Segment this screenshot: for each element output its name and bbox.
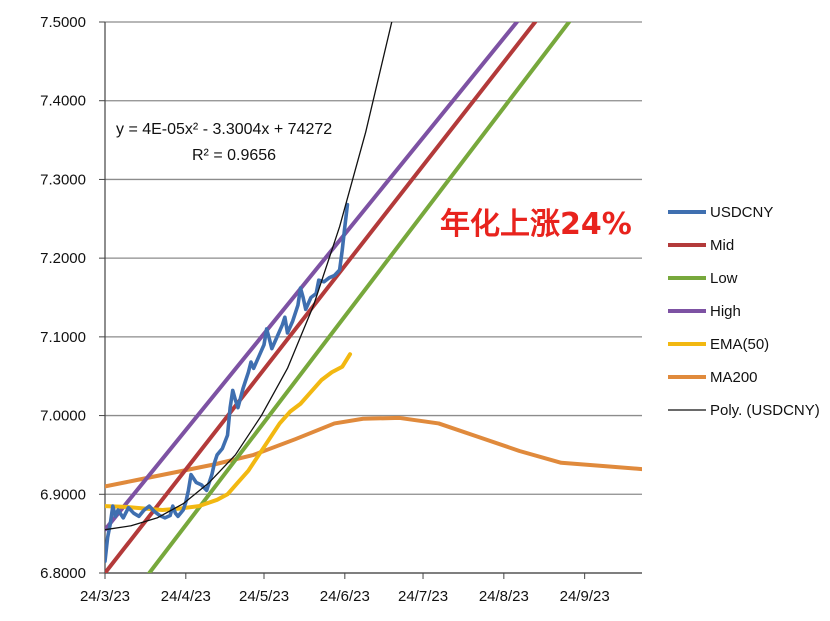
annotation-annualized-rise: 年化上涨24% bbox=[440, 207, 632, 242]
series-line-mid bbox=[105, 22, 538, 573]
legend-label-mid: Mid bbox=[710, 237, 734, 254]
series-line-poly-usdcny bbox=[105, 22, 393, 531]
legend-label-usdcny: USDCNY bbox=[710, 204, 773, 221]
y-tick-label: 7.5000 bbox=[40, 14, 86, 31]
legend-label-low: Low bbox=[710, 270, 738, 287]
legend: USDCNY Mid Low High EMA(50) MA200 Poly. (USDCN… bbox=[668, 204, 820, 419]
axes bbox=[104, 22, 642, 574]
y-tick-label: 7.0000 bbox=[40, 408, 86, 425]
series-line-high bbox=[105, 22, 519, 532]
legend-label-ma200: MA200 bbox=[710, 369, 758, 386]
trendline-equation: y = 4E-05x² - 3.3004x + 74272 bbox=[116, 121, 332, 138]
x-tick-label: 24/5/23 bbox=[239, 588, 289, 605]
legend-label-poly-usdcny: Poly. (USDCNY) bbox=[710, 402, 820, 419]
series-line-low bbox=[147, 22, 572, 573]
y-axis-tick-labels: 6.8000 6.9000 7.0000 7.1000 7.2000 7.3000 7.40… bbox=[40, 14, 86, 582]
trendline-r-squared: R² = 0.9656 bbox=[192, 147, 276, 164]
x-tick-label: 24/6/23 bbox=[320, 588, 370, 605]
x-axis-tick-labels: 24/3/23 24/4/23 24/5/23 24/6/23 24/7/23 24/8/… bbox=[80, 573, 610, 605]
x-tick-label: 24/4/23 bbox=[161, 588, 211, 605]
series-line-usdcny bbox=[105, 202, 350, 563]
x-tick-label: 24/3/23 bbox=[80, 588, 130, 605]
y-tick-label: 7.3000 bbox=[40, 171, 86, 188]
y-tick-label: 7.1000 bbox=[40, 329, 86, 346]
y-tick-label: 7.4000 bbox=[40, 93, 86, 110]
y-tick-label: 7.2000 bbox=[40, 250, 86, 267]
x-tick-label: 24/9/23 bbox=[560, 588, 610, 605]
y-tick-label: 6.9000 bbox=[40, 486, 86, 503]
gridlines bbox=[99, 21, 642, 574]
legend-label-ema-50: EMA(50) bbox=[710, 336, 769, 353]
legend-label-high: High bbox=[710, 303, 741, 320]
series-line-ma200 bbox=[105, 415, 642, 489]
x-tick-label: 24/7/23 bbox=[398, 588, 448, 605]
y-tick-label: 6.8000 bbox=[40, 565, 86, 582]
x-tick-label: 24/8/23 bbox=[479, 588, 529, 605]
series-line-ema-50 bbox=[105, 352, 353, 513]
plot-series bbox=[105, 22, 642, 573]
